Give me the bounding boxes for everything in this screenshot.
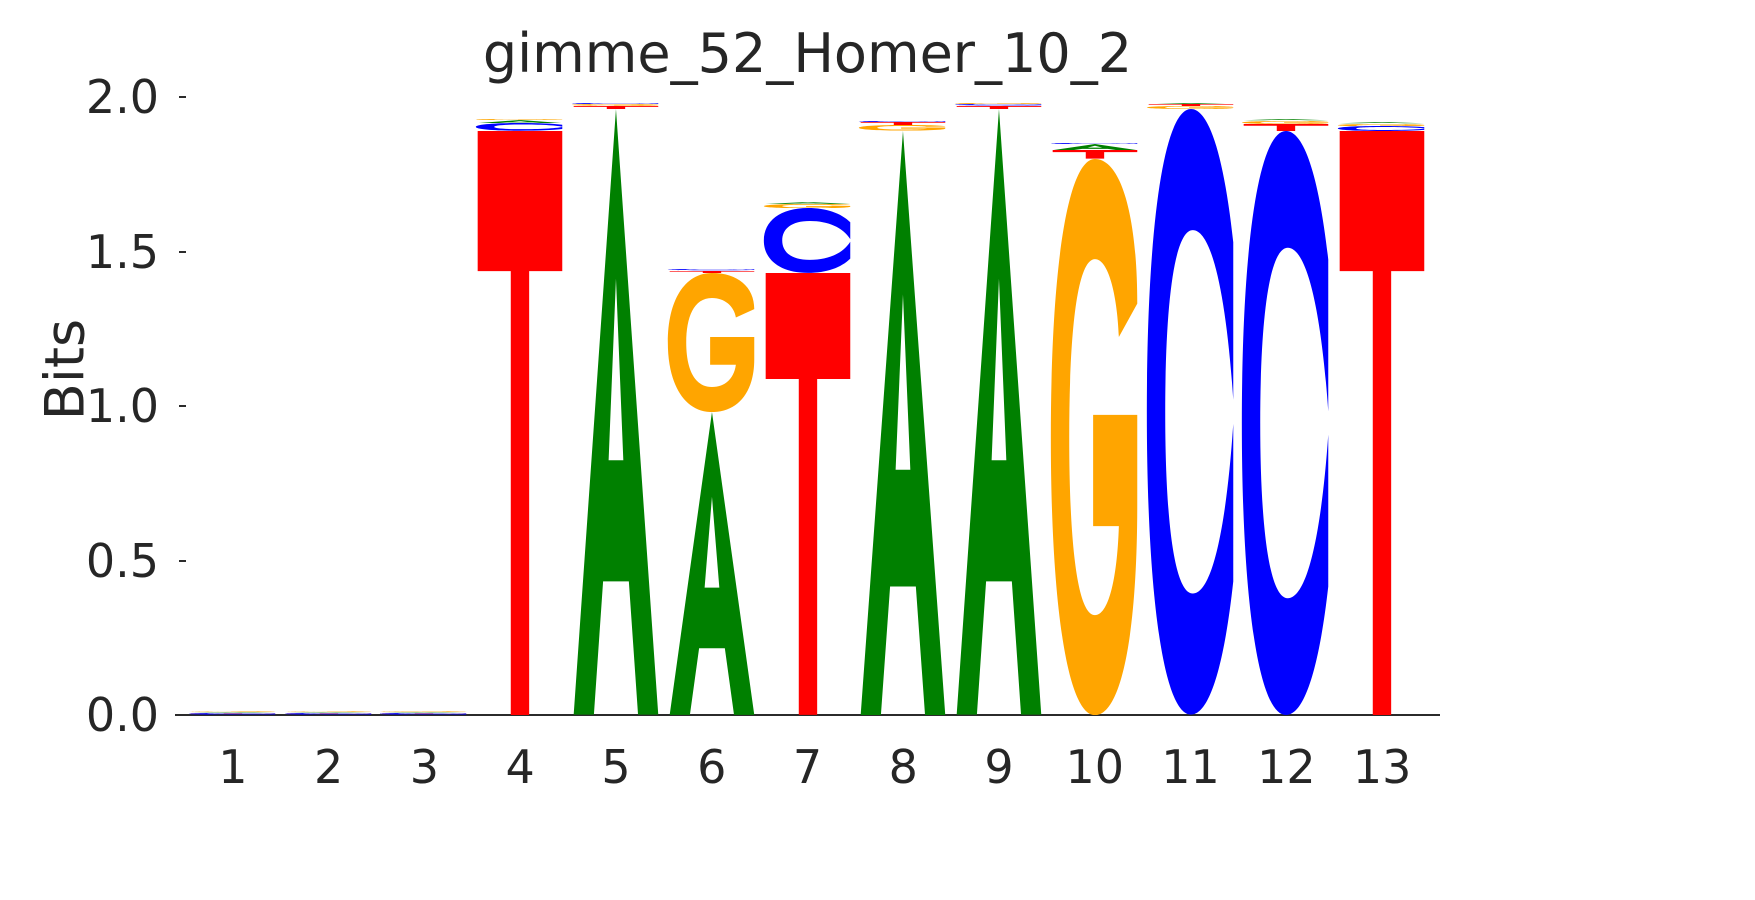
logo-letter-t	[1145, 103, 1237, 107]
logo-letter-g	[474, 118, 566, 121]
logo-letter-t	[953, 105, 1045, 110]
logo-letter-a	[1240, 119, 1332, 121]
x-axis-tick-label: 3	[409, 740, 440, 794]
x-axis-line	[175, 714, 1440, 716]
logo-letter-a	[570, 109, 662, 715]
logo-letter-c	[666, 269, 758, 271]
logo-letter-a	[1336, 122, 1428, 124]
logo-stack	[378, 97, 470, 715]
logo-letter-g	[1145, 106, 1237, 110]
y-axis-tick-label: 0.0	[85, 688, 159, 742]
logo-letter-t	[187, 712, 279, 714]
logo-letter-g	[857, 125, 949, 131]
logo-stack	[474, 97, 566, 715]
logo-letter-c	[1336, 126, 1428, 131]
logo-letter-c	[1145, 109, 1237, 715]
logo-letter-c	[378, 713, 470, 715]
logo-letter-t	[666, 270, 758, 274]
logo-stack	[1049, 97, 1141, 715]
y-axis-tick-label: 2.0	[85, 70, 159, 124]
page-title: gimme_52_Homer_10_2	[482, 22, 1133, 85]
logo-letter-a	[666, 412, 758, 715]
logo-letter-c	[857, 121, 949, 123]
logo-letter-t	[1336, 131, 1428, 715]
logo-letter-a	[1145, 102, 1237, 104]
logo-letter-a	[857, 131, 949, 715]
x-axis-tick-label: 11	[1161, 740, 1220, 794]
x-axis-tick-label: 12	[1257, 740, 1316, 794]
y-axis-label: Bits	[33, 318, 97, 421]
logo-letter-g	[378, 711, 470, 712]
logo-letter-t	[857, 122, 949, 126]
x-axis-tick-label: 7	[792, 740, 823, 794]
logo-letter-g	[1240, 120, 1332, 124]
logo-letter-t	[570, 105, 662, 110]
logo-stack	[570, 97, 662, 715]
y-axis-tick-label: 1.0	[85, 379, 159, 433]
y-axis-tick-label: 1.5	[85, 224, 159, 279]
logo-letter-t	[283, 712, 375, 714]
logo-letter-a	[283, 711, 375, 713]
x-axis-tick-label: 8	[888, 740, 918, 794]
y-axis-tick-mark	[179, 96, 186, 98]
logo-letter-c	[1240, 131, 1332, 715]
x-axis-tick-label: 6	[697, 740, 727, 794]
x-axis-tick-label: 2	[314, 740, 344, 794]
logo-letter-c	[953, 104, 1045, 106]
logo-plot-area	[185, 97, 1430, 715]
logo-letter-t	[378, 712, 470, 714]
logo-letter-g	[283, 711, 375, 712]
logo-stack	[666, 97, 758, 715]
logo-letter-a	[953, 109, 1045, 715]
logo-letter-a	[378, 711, 470, 713]
logo-stack	[857, 97, 949, 715]
logo-letter-g	[762, 203, 854, 209]
logo-letter-t	[762, 273, 854, 715]
x-axis-tick-label: 13	[1352, 740, 1412, 794]
x-axis-tick-label: 4	[505, 740, 535, 794]
logo-letter-g	[1049, 158, 1141, 715]
logo-stack	[953, 97, 1045, 715]
logo-letter-a	[1049, 144, 1141, 151]
logo-stack	[1240, 97, 1332, 715]
logo-stack	[1336, 97, 1428, 715]
x-axis-tick-label: 5	[601, 740, 631, 794]
y-axis-tick-mark	[179, 405, 186, 407]
logo-letter-g	[666, 273, 758, 413]
logo-letter-c	[283, 713, 375, 715]
logo-letter-c	[570, 102, 662, 104]
logo-letter-t	[474, 131, 566, 715]
logo-letter-a	[474, 120, 566, 124]
logo-stack	[1145, 97, 1237, 715]
logo-stack	[762, 97, 854, 715]
logo-stack	[187, 97, 279, 715]
logo-letter-c	[187, 713, 279, 715]
logo-letter-t	[1240, 123, 1332, 131]
y-axis-tick-mark	[179, 559, 186, 562]
logo-letter-a	[187, 711, 279, 713]
y-axis-tick-label: 0.5	[85, 533, 159, 588]
logo-letter-c	[1049, 142, 1141, 144]
logo-letter-g	[953, 102, 1045, 105]
logo-letter-c	[762, 208, 854, 274]
logo-letter-a	[762, 202, 854, 204]
logo-letter-g	[1336, 123, 1428, 127]
logo-letter-c	[474, 123, 566, 131]
x-axis-tick-label: 1	[218, 740, 248, 794]
logo-letter-t	[1049, 150, 1141, 159]
logo-letter-g	[570, 103, 662, 106]
x-axis-tick-label: 9	[984, 740, 1014, 794]
y-axis-tick-mark	[179, 250, 186, 253]
logo-letter-g	[187, 711, 279, 712]
logo-stack	[283, 97, 375, 715]
x-axis-tick-label: 10	[1065, 740, 1125, 794]
